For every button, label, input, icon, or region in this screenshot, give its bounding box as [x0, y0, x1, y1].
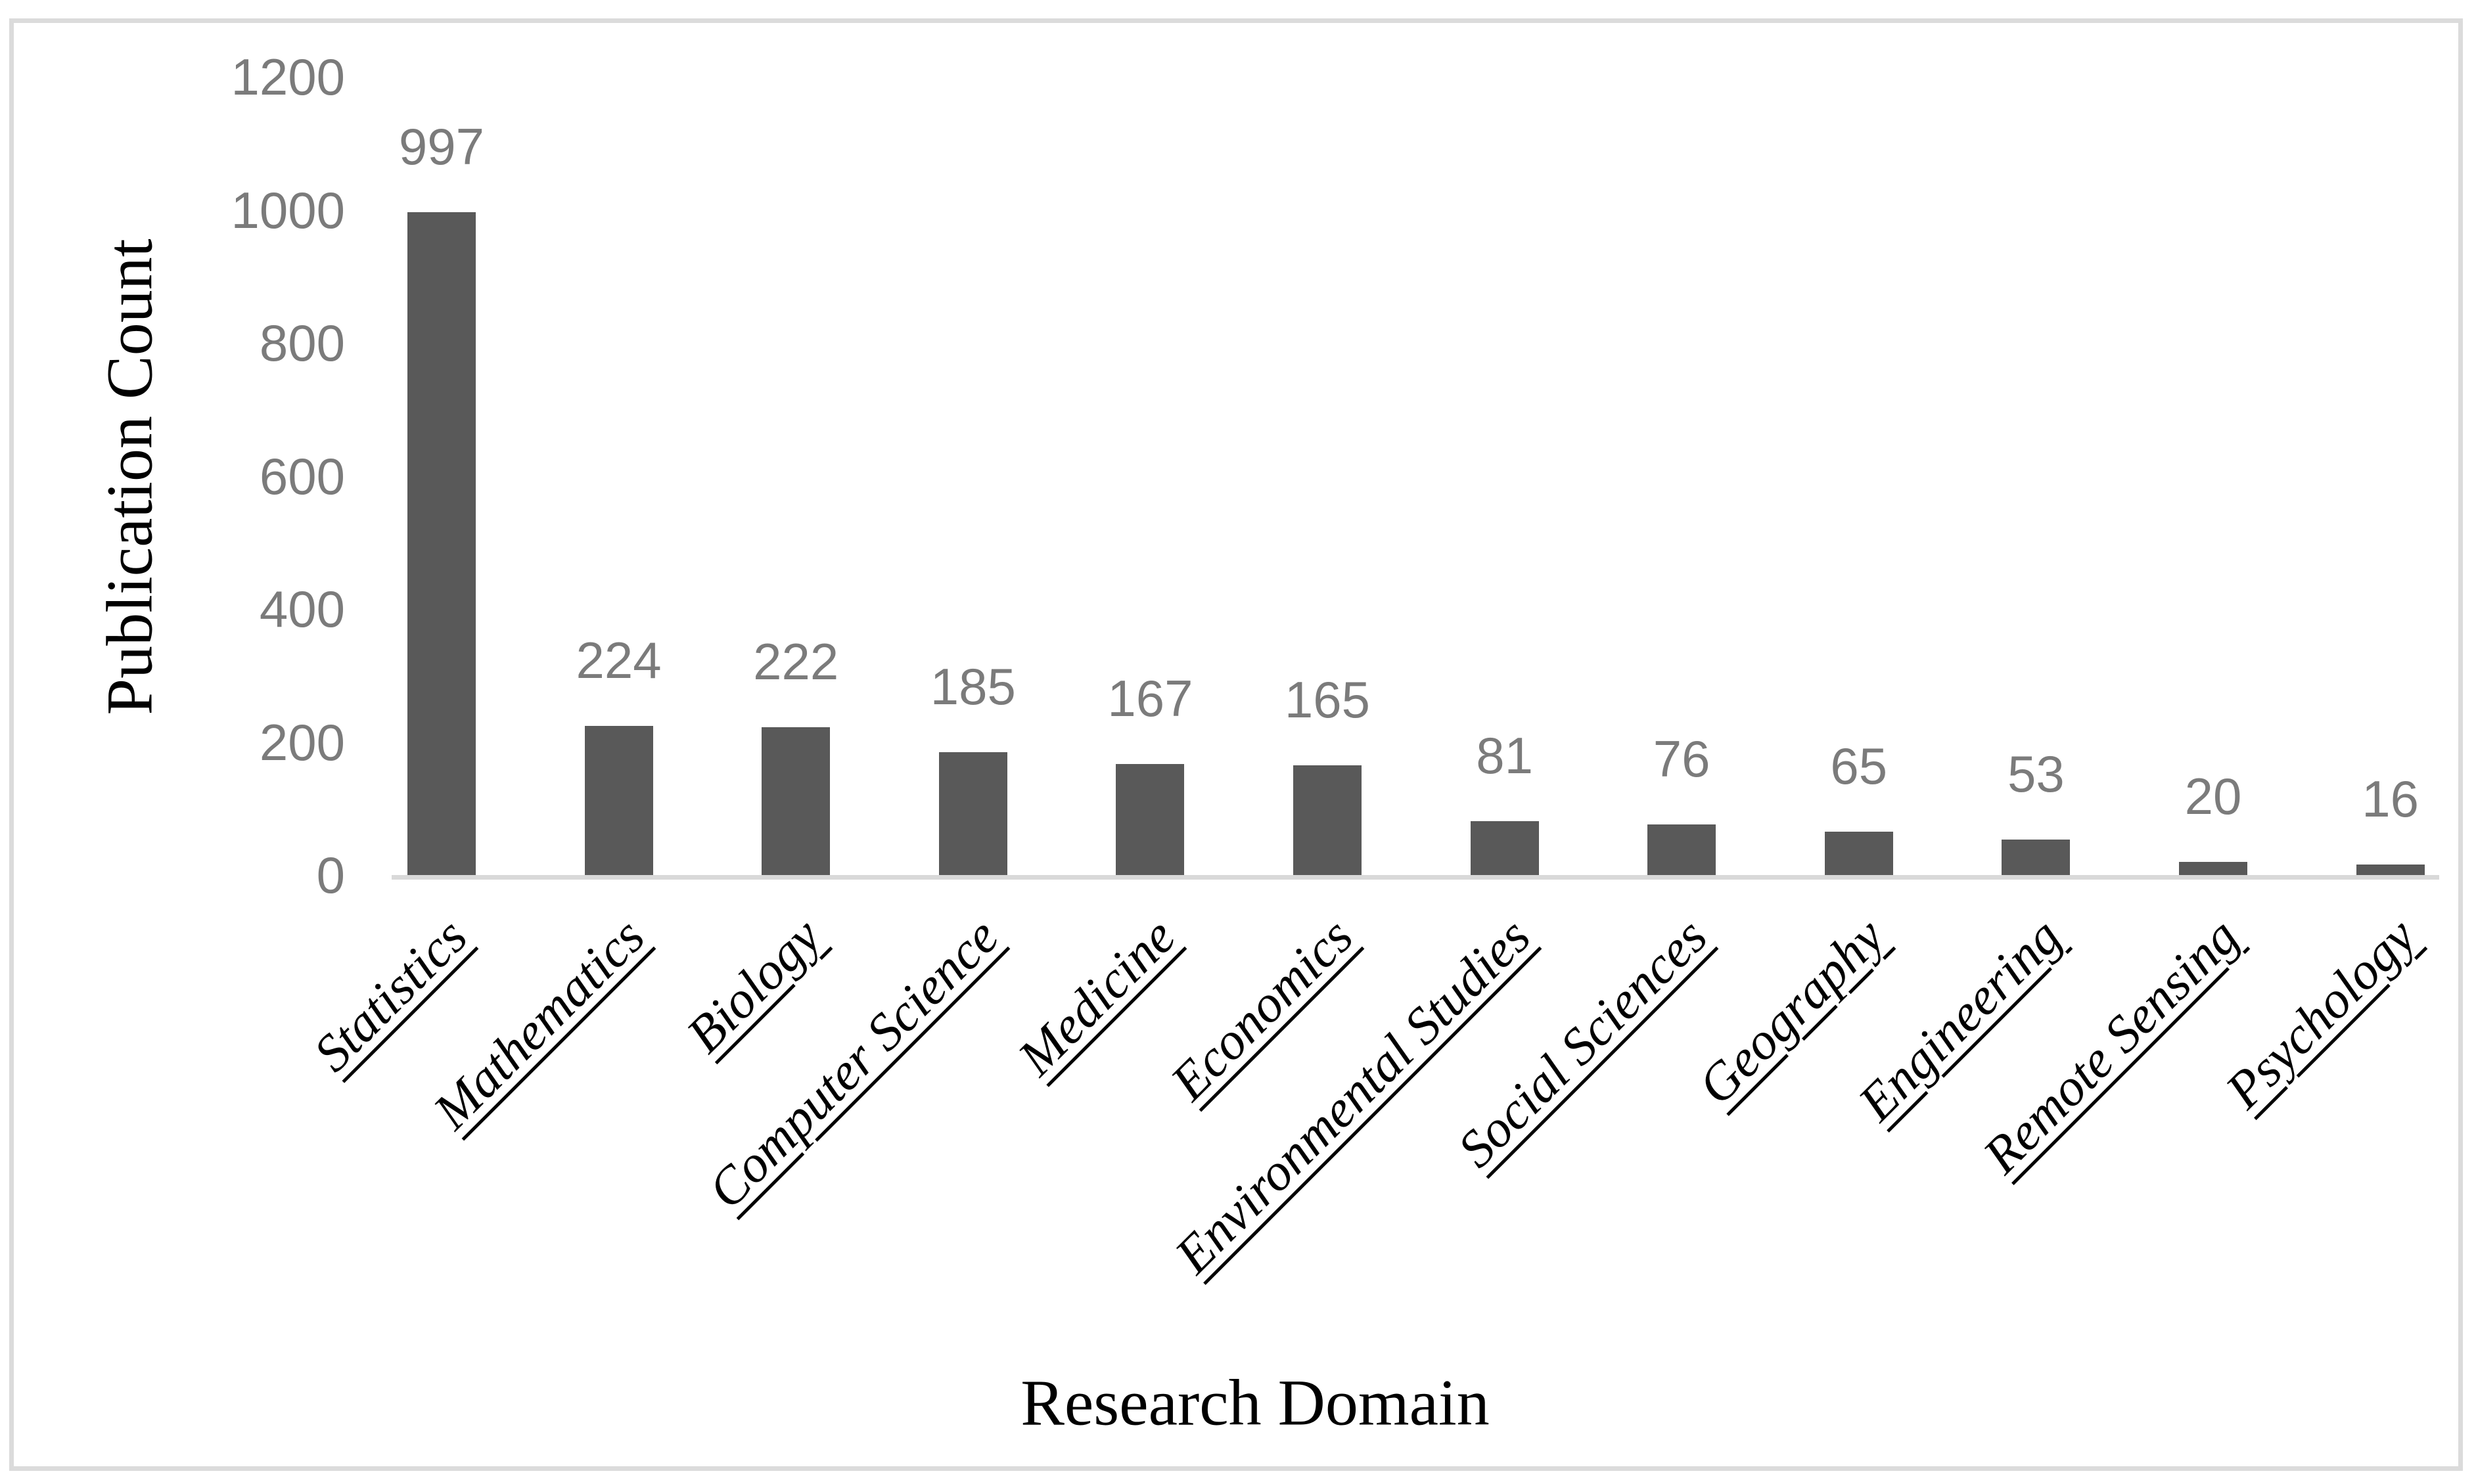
- bar-mathematics: [584, 726, 653, 875]
- bar-value-label: 185: [930, 657, 1016, 715]
- bar-value-label: 81: [1476, 726, 1533, 784]
- y-axis-title: Publication Count: [93, 238, 166, 715]
- y-axis-tick-label: 600: [259, 447, 345, 505]
- y-axis-tick-label: 400: [259, 580, 345, 638]
- bar-social-sciences: [1647, 824, 1716, 875]
- bar-value-label: 224: [576, 631, 662, 690]
- x-axis-baseline: [392, 875, 2439, 880]
- y-axis-tick-label: 0: [316, 846, 345, 904]
- bar-value-label: 53: [2007, 745, 2065, 803]
- x-axis-title: Research Domain: [1020, 1366, 1490, 1439]
- bar-value-label: 997: [398, 117, 485, 175]
- bar-remote-sensing: [2179, 861, 2247, 875]
- y-axis-tick-label: 200: [259, 713, 345, 771]
- y-axis-tick-label: 1200: [231, 48, 345, 106]
- bar-value-label: 16: [2362, 769, 2419, 828]
- x-category-label-psychology: Psychology: [2214, 907, 2427, 1120]
- x-category-label-biology: Biology: [676, 907, 833, 1064]
- y-axis-tick-label: 1000: [231, 181, 345, 239]
- x-category-label-statistics: Statistics: [303, 907, 478, 1083]
- bar-engineering: [2002, 840, 2071, 875]
- bar-computer-science: [938, 752, 1007, 875]
- bar-value-label: 165: [1284, 670, 1371, 729]
- bar-value-label: 20: [2184, 767, 2242, 825]
- bar-value-label: 65: [1830, 737, 1888, 796]
- y-axis-tick-label: 800: [259, 314, 345, 372]
- bar-value-label: 76: [1653, 730, 1710, 788]
- x-category-label-environmental-studies: Environmental Studies: [1164, 907, 1542, 1285]
- bar-statistics: [407, 212, 476, 875]
- bar-geography: [1824, 832, 1893, 875]
- bar-medicine: [1116, 763, 1185, 875]
- bar-environmental-studies: [1470, 821, 1539, 875]
- x-category-label-medicine: Medicine: [1007, 907, 1187, 1087]
- bar-value-label: 167: [1107, 669, 1193, 727]
- bar-biology: [762, 727, 831, 875]
- bar-economics: [1293, 765, 1362, 875]
- bar-value-label: 222: [753, 633, 839, 691]
- bar-psychology: [2356, 864, 2425, 875]
